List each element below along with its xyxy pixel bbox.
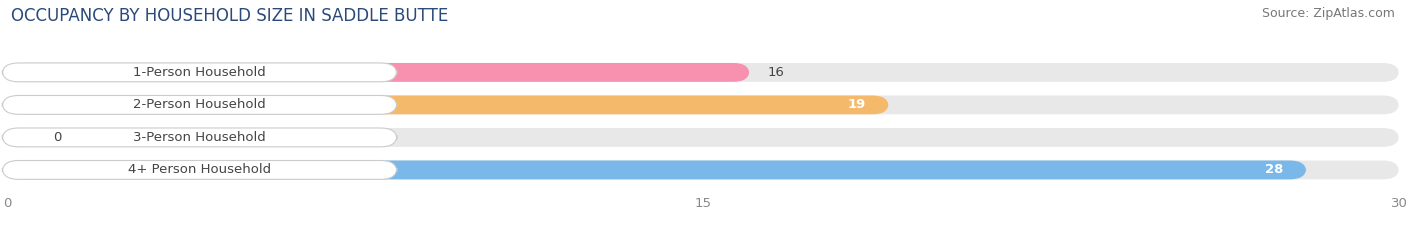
FancyBboxPatch shape — [3, 161, 396, 179]
FancyBboxPatch shape — [3, 96, 396, 114]
FancyBboxPatch shape — [7, 96, 1399, 114]
FancyBboxPatch shape — [7, 161, 1306, 179]
Text: Source: ZipAtlas.com: Source: ZipAtlas.com — [1261, 7, 1395, 20]
Text: 19: 19 — [848, 98, 866, 111]
Text: 16: 16 — [768, 66, 785, 79]
FancyBboxPatch shape — [7, 128, 35, 147]
FancyBboxPatch shape — [3, 128, 396, 147]
Text: 0: 0 — [53, 131, 62, 144]
FancyBboxPatch shape — [7, 96, 889, 114]
FancyBboxPatch shape — [7, 63, 1399, 82]
Text: 4+ Person Household: 4+ Person Household — [128, 163, 271, 176]
FancyBboxPatch shape — [7, 128, 1399, 147]
Text: 1-Person Household: 1-Person Household — [134, 66, 266, 79]
FancyBboxPatch shape — [7, 63, 749, 82]
Text: 3-Person Household: 3-Person Household — [134, 131, 266, 144]
Text: 28: 28 — [1264, 163, 1284, 176]
Text: 2-Person Household: 2-Person Household — [134, 98, 266, 111]
FancyBboxPatch shape — [3, 63, 396, 82]
FancyBboxPatch shape — [7, 161, 1399, 179]
Text: OCCUPANCY BY HOUSEHOLD SIZE IN SADDLE BUTTE: OCCUPANCY BY HOUSEHOLD SIZE IN SADDLE BU… — [11, 7, 449, 25]
